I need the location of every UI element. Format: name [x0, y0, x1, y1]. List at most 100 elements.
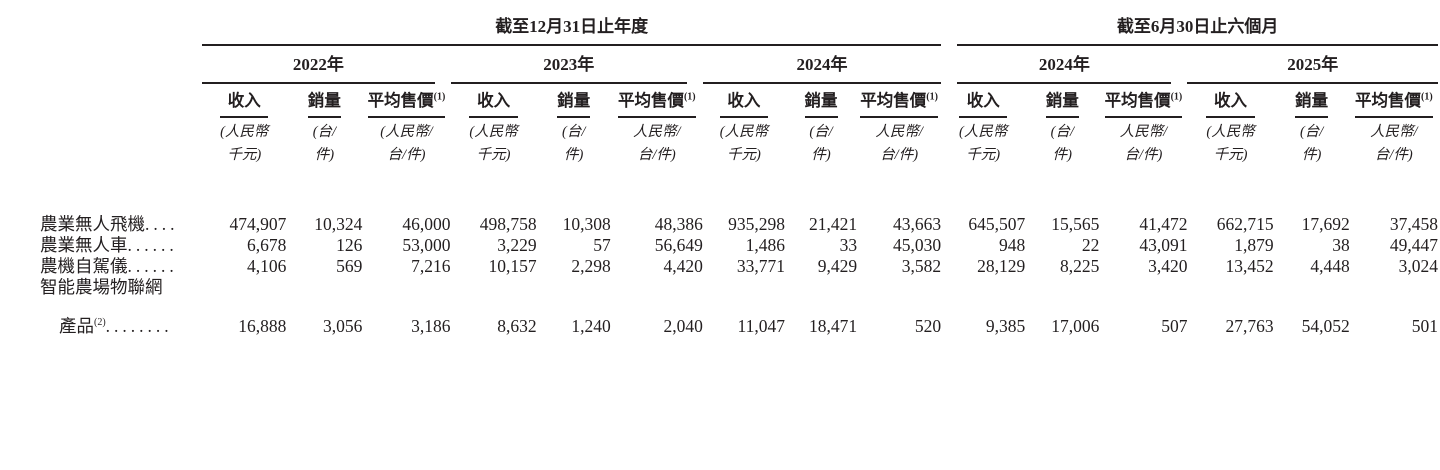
column-header-label: 收入 [469, 91, 518, 118]
column-header-label: 收入 [1206, 91, 1255, 118]
column-header-text: 平均售價 [617, 91, 684, 110]
cell-value: 56,649 [654, 235, 703, 255]
column-header-text: 收入 [727, 91, 761, 110]
label-column-spacer [40, 46, 202, 84]
column-unit-line1: (台/ [312, 124, 337, 140]
column-unit: 人民幣/台/件) [618, 121, 696, 167]
cell-value: 17,006 [1051, 316, 1100, 336]
column-unit-line1: (人民幣 [220, 124, 269, 140]
column-header-label: 收入 [220, 91, 269, 118]
cell-value: 9,429 [817, 256, 858, 276]
column-unit-line2: 台/件) [1374, 147, 1413, 163]
cell-value: 3,056 [323, 316, 363, 336]
cell-value: 49,447 [1389, 235, 1438, 255]
column-header-block: 收入 (人民幣 千元) [959, 91, 1008, 167]
column-unit-line1: (台/ [809, 124, 833, 140]
leader-dots: ........ [105, 316, 173, 336]
cell-value: 17,692 [1301, 214, 1350, 234]
column-unit-line2: 台/件) [637, 147, 676, 163]
column-header-label: 銷量 [1045, 91, 1079, 118]
cell-value: 3,582 [901, 256, 942, 276]
column-unit-line2: 件) [564, 147, 584, 163]
cell-value: 520 [914, 316, 942, 336]
cell-value: 1,240 [571, 316, 611, 336]
cell-value: 41,472 [1139, 214, 1188, 234]
cell-value: 662,715 [1216, 214, 1274, 234]
cell-value: 38 [1332, 235, 1350, 255]
footnote-superscript: (1) [433, 91, 446, 103]
column-header-label: 銷量 [804, 91, 838, 118]
column-unit: (台/件) [1295, 121, 1328, 167]
leader-dots: ...... [127, 256, 178, 276]
cell-value: 10,324 [314, 214, 363, 234]
table-row: 農業無人車...... 6,678 126 53,000 3,229 57 56,649 1,… [40, 235, 1438, 256]
column-unit-line2: 千元) [476, 147, 511, 163]
column-unit-line2: 台/件) [880, 147, 919, 163]
column-header-text: 銷量 [557, 91, 591, 110]
column-unit: (台/件) [805, 121, 838, 167]
footnote-superscript: (1) [1170, 91, 1183, 103]
column-header-block: 收入 (人民幣千元) [719, 91, 769, 167]
year-header: 2022年 [202, 54, 435, 84]
cell-value: 16,888 [238, 316, 287, 336]
cell-value: 54,052 [1301, 316, 1350, 336]
column-header-block: 收入 (人民幣 千元) [220, 91, 269, 167]
column-header-block: 銷量 (台/件) [307, 91, 341, 167]
footnote-superscript: (1) [683, 91, 696, 103]
cell-value: 3,024 [1398, 256, 1438, 276]
column-unit-line1: (台/ [562, 124, 586, 140]
column-unit: 人民幣/台/件) [1355, 121, 1433, 167]
cell-value: 8,225 [1060, 256, 1100, 276]
table-body: 農業無人飛機.... 474,907 10,324 46,000 498,758 10,3… [40, 167, 1438, 337]
cell-value: 645,507 [968, 214, 1026, 234]
label-column-spacer [40, 84, 202, 167]
cell-value: 498,758 [479, 214, 537, 234]
column-header-text: 平均售價 [1104, 91, 1171, 110]
column-unit: (人民幣 千元) [220, 121, 268, 167]
footnote-superscript: (1) [926, 91, 938, 103]
column-header-text: 平均售價 [367, 91, 434, 110]
cell-value: 13,452 [1225, 256, 1274, 276]
row-label-line: 農機自駕儀...... [40, 256, 202, 277]
column-unit-line1: (台/ [1299, 124, 1324, 140]
cell-value: 4,448 [1310, 256, 1350, 276]
column-header-text: 收入 [966, 91, 1000, 110]
column-unit-line2: 千元) [1213, 147, 1248, 163]
cell-value: 46,000 [402, 214, 451, 234]
cell-value: 9,385 [985, 316, 1026, 336]
year-header: 2024年 [702, 54, 942, 84]
column-header-text: 平均售價 [860, 91, 927, 110]
cell-value: 22 [1081, 235, 1100, 255]
section-header-interim: 截至6月30日止六個月 [957, 16, 1438, 46]
cell-value: 4,420 [663, 256, 703, 276]
period-header-row: 截至12月31日止年度 截至6月30日止六個月 [40, 16, 1438, 46]
column-header-label: 收入 [959, 91, 1008, 118]
column-unit-line1: (人民幣 [719, 124, 769, 140]
cell-value: 935,298 [728, 214, 785, 234]
row-label-line: 農業無人飛機.... [40, 214, 202, 235]
cell-value: 474,907 [229, 214, 287, 234]
column-unit-line2: 千元) [726, 147, 761, 163]
cell-value: 4,106 [246, 256, 287, 276]
column-header-text: 銷量 [1045, 91, 1079, 110]
cell-value: 126 [336, 235, 363, 255]
row-label-cell: 農業無人車...... [40, 235, 202, 256]
cell-value: 3,420 [1148, 256, 1188, 276]
column-unit-line2: 件) [811, 147, 831, 163]
column-unit: (人民幣 千元) [959, 121, 1007, 167]
table-row: 農機自駕儀...... 4,106 569 7,216 10,157 2,298 4,420… [40, 256, 1438, 277]
column-unit-line2: 件) [1052, 147, 1072, 163]
year-header: 2024年 [957, 54, 1172, 84]
column-unit-line1: 人民幣/ [633, 124, 681, 140]
cell-value: 33,771 [736, 256, 785, 276]
column-header-label: 平均售價(1) [1104, 91, 1183, 118]
row-label-text: 農業無人車 [40, 235, 128, 255]
cell-value: 7,216 [411, 256, 451, 276]
column-unit: (人民幣 千元) [1206, 121, 1254, 167]
column-unit-line2: 件) [1301, 147, 1322, 163]
column-header-block: 銷量 (台/件) [1045, 91, 1079, 167]
cell-value: 3,229 [497, 235, 537, 255]
column-unit-line1: 人民幣/ [1370, 124, 1418, 140]
column-unit-line2: 台/件) [387, 147, 426, 163]
column-header-label: 銷量 [557, 91, 591, 118]
